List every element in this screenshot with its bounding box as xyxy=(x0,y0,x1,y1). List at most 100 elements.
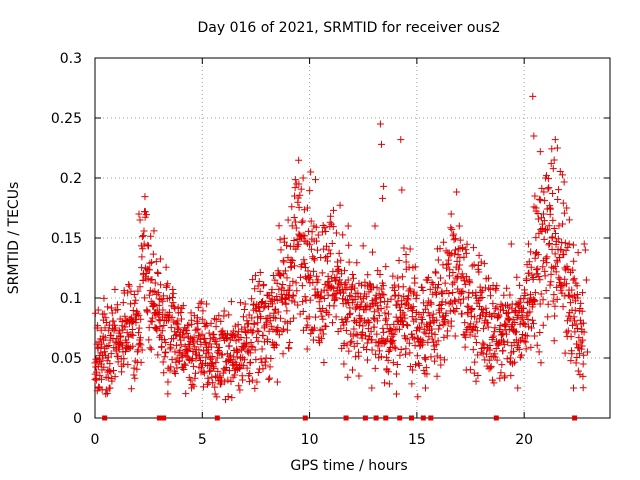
data-point xyxy=(430,342,438,350)
data-point xyxy=(246,369,254,377)
data-point xyxy=(373,330,381,338)
data-point xyxy=(224,376,232,384)
data-point xyxy=(271,340,279,348)
data-point xyxy=(427,353,435,361)
data-point xyxy=(400,311,408,319)
data-point xyxy=(167,324,175,332)
data-point xyxy=(274,308,282,316)
data-point xyxy=(162,263,170,271)
data-point xyxy=(418,319,426,327)
data-point xyxy=(389,336,397,344)
data-point xyxy=(257,312,265,320)
data-point xyxy=(253,327,261,335)
data-point xyxy=(545,184,553,192)
data-point xyxy=(436,245,444,253)
data-point xyxy=(159,358,167,366)
data-point xyxy=(503,284,511,292)
data-point xyxy=(534,265,542,273)
data-point xyxy=(224,330,232,338)
data-point xyxy=(583,348,591,356)
data-point xyxy=(266,363,274,371)
data-point xyxy=(392,370,400,378)
data-point xyxy=(258,299,266,307)
data-point xyxy=(574,367,582,375)
data-point xyxy=(281,295,289,303)
data-point xyxy=(380,291,388,299)
data-point xyxy=(209,363,217,371)
data-point xyxy=(471,313,479,321)
data-point xyxy=(179,302,187,310)
data-point xyxy=(386,325,394,333)
data-point xyxy=(376,347,384,355)
data-point xyxy=(539,210,547,218)
data-point xyxy=(256,307,264,315)
data-point xyxy=(127,385,135,393)
data-point xyxy=(138,233,146,241)
data-point xyxy=(395,325,403,333)
baseline-marker xyxy=(343,415,349,421)
data-point xyxy=(129,342,137,350)
data-point xyxy=(506,291,514,299)
data-point xyxy=(431,357,439,365)
data-point xyxy=(119,299,127,307)
data-point xyxy=(377,140,385,148)
data-point xyxy=(157,331,165,339)
data-point xyxy=(298,218,306,226)
data-point xyxy=(296,273,304,281)
data-point xyxy=(466,279,474,287)
data-point xyxy=(208,352,216,360)
data-point xyxy=(578,342,586,350)
data-point xyxy=(205,329,213,337)
data-point xyxy=(286,338,294,346)
data-point xyxy=(313,292,321,300)
data-point xyxy=(283,242,291,250)
data-point xyxy=(371,222,379,230)
data-point xyxy=(444,327,452,335)
data-point xyxy=(459,295,467,303)
data-point xyxy=(182,326,190,334)
data-point xyxy=(254,337,262,345)
data-point xyxy=(283,326,291,334)
data-point xyxy=(442,309,450,317)
data-point xyxy=(317,307,325,315)
data-point xyxy=(437,361,445,369)
data-point xyxy=(141,264,149,272)
data-point xyxy=(169,286,177,294)
data-point xyxy=(175,357,183,365)
data-point xyxy=(241,300,249,308)
data-point xyxy=(531,297,539,305)
data-point xyxy=(314,246,322,254)
data-point xyxy=(284,216,292,224)
data-point xyxy=(335,287,343,295)
data-point xyxy=(213,340,221,348)
data-point xyxy=(167,363,175,371)
data-point xyxy=(96,372,104,380)
data-point xyxy=(480,325,488,333)
data-point xyxy=(520,295,528,303)
data-point xyxy=(523,277,531,285)
data-point xyxy=(554,235,562,243)
data-point xyxy=(420,299,428,307)
data-point xyxy=(319,315,327,323)
data-point xyxy=(129,307,137,315)
data-point xyxy=(431,330,439,338)
data-point xyxy=(159,297,167,305)
data-point xyxy=(355,372,363,380)
data-point xyxy=(359,322,367,330)
data-point xyxy=(403,335,411,343)
data-point xyxy=(132,296,140,304)
data-point xyxy=(564,327,572,335)
data-point xyxy=(376,120,384,128)
data-point xyxy=(355,352,363,360)
data-point xyxy=(540,217,548,225)
data-point xyxy=(424,309,432,317)
data-point xyxy=(500,337,508,345)
data-point xyxy=(239,376,247,384)
data-point xyxy=(312,313,320,321)
data-point xyxy=(440,333,448,341)
data-point xyxy=(514,344,522,352)
data-point xyxy=(368,336,376,344)
data-point xyxy=(251,384,259,392)
data-point xyxy=(205,349,213,357)
